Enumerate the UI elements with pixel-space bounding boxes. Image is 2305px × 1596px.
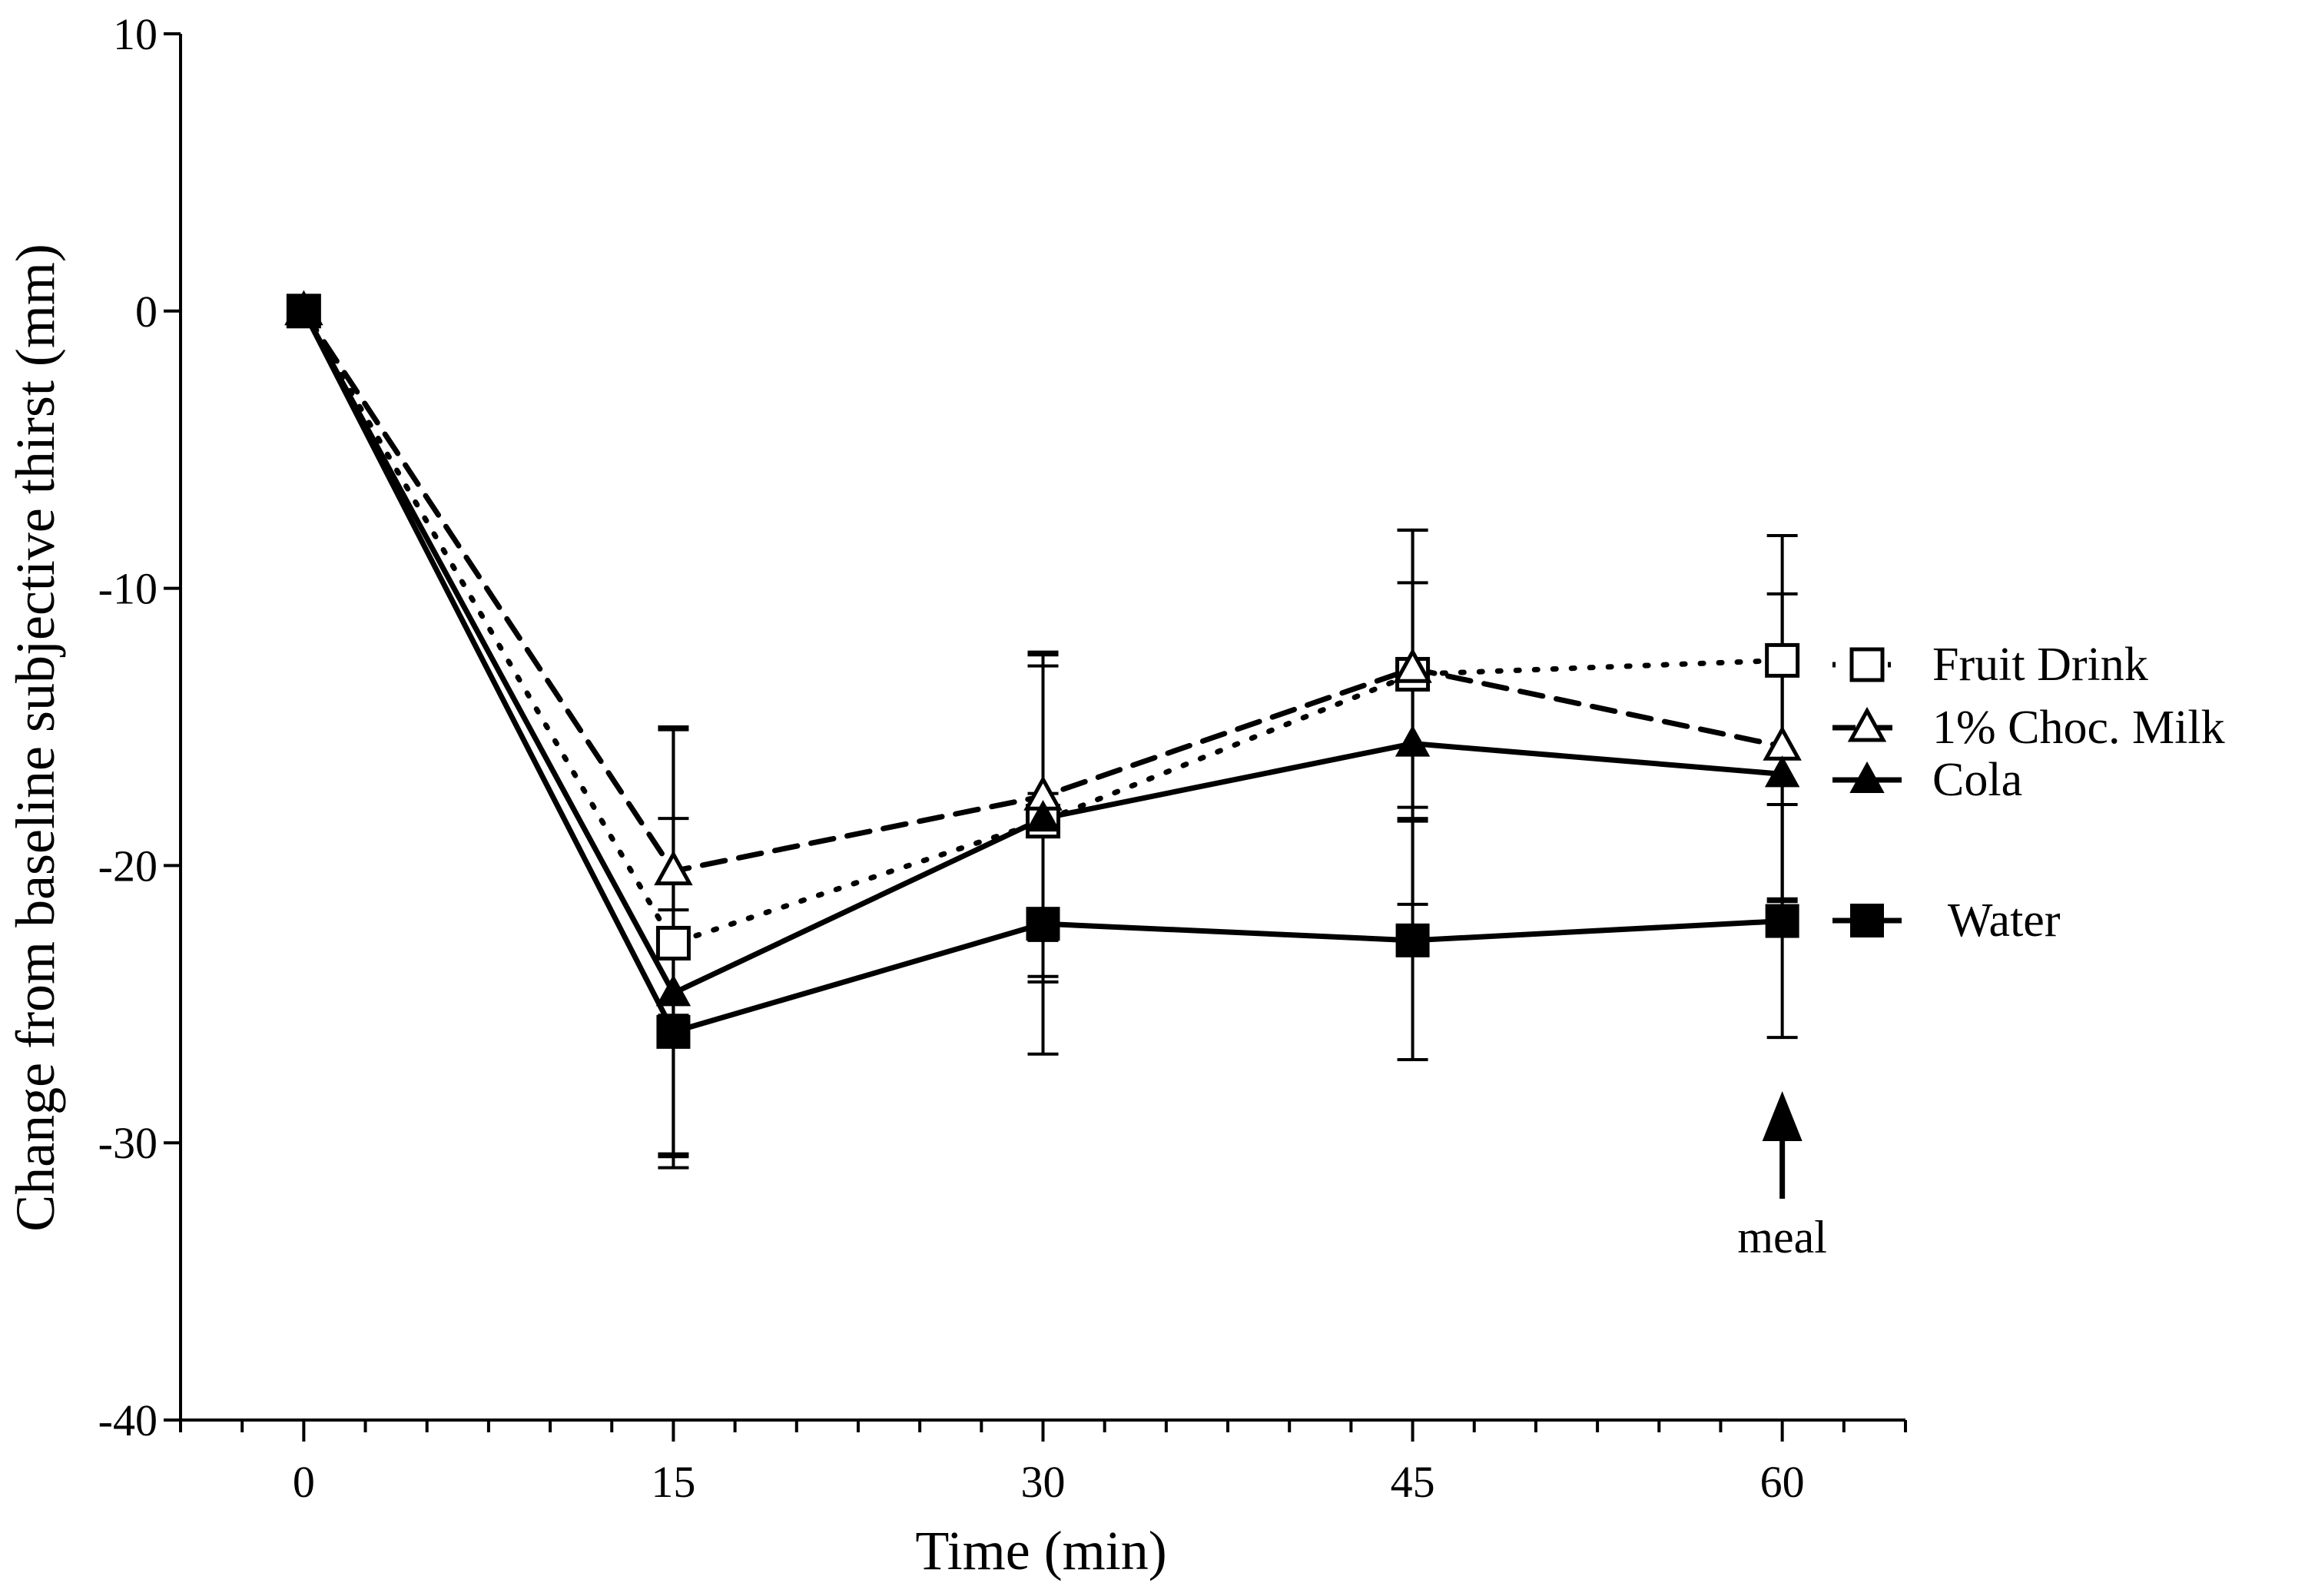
x-tick-label: 30	[1021, 1457, 1066, 1507]
x-tick-label: 45	[1391, 1457, 1435, 1507]
data-point-1-choc-milk	[654, 850, 693, 886]
x-axis-label: Time (min)	[915, 1520, 1166, 1581]
x-tick-label: 0	[293, 1457, 315, 1507]
error-bars	[658, 528, 1798, 1170]
legend-marker-cola	[1849, 761, 1885, 793]
x-axis-ticks: 0 15 30 45 60	[179, 1420, 1907, 1507]
data-point-water	[1026, 907, 1060, 941]
data-point-water	[287, 294, 321, 328]
data-point-cola	[655, 974, 692, 1007]
y-tick-label: 10	[113, 9, 158, 59]
data-point-cola	[1395, 725, 1431, 757]
y-tick-label: -20	[98, 841, 158, 891]
legend-marker-fruit-drink	[1849, 647, 1885, 682]
data-point-fruit-drink	[655, 925, 691, 961]
data-point-cola	[1764, 755, 1800, 788]
y-axis-ticks: 10 0 -10 -20 -30 -40	[98, 9, 181, 1445]
y-tick-label: -10	[98, 564, 158, 614]
legend-marker-1-choc-milk	[1847, 706, 1887, 742]
data-point-water	[1765, 904, 1799, 938]
data-point-water	[656, 1014, 691, 1049]
legend-label-cola: Cola	[1932, 754, 2022, 806]
data-point-fruit-drink	[1765, 642, 1800, 678]
data-point-cola	[1025, 799, 1061, 832]
legend-label-water: Water	[1948, 894, 2061, 947]
y-tick-label: -30	[98, 1118, 158, 1168]
meal-annotation-label: meal	[1737, 1212, 1827, 1263]
legend-marker-water	[1850, 904, 1884, 937]
meal-annotation: meal	[1737, 1091, 1827, 1263]
data-point-water	[1395, 923, 1430, 957]
series-line-fruit-drink	[300, 308, 1786, 946]
legend-label-1-choc-milk: 1% Choc. Milk	[1932, 702, 2225, 754]
meal-arrow-icon	[1762, 1091, 1803, 1141]
x-tick-label: 15	[651, 1457, 695, 1507]
x-tick-label: 60	[1760, 1457, 1805, 1507]
y-tick-label: -40	[98, 1395, 158, 1445]
data-point-1-choc-milk	[1393, 648, 1432, 683]
y-axis-label: Change from baseline subjective thirst (…	[5, 244, 66, 1232]
y-tick-label: 0	[135, 287, 158, 337]
series-markers	[284, 290, 1802, 1049]
legend-label-fruit-drink: Fruit Drink	[1932, 639, 2148, 691]
